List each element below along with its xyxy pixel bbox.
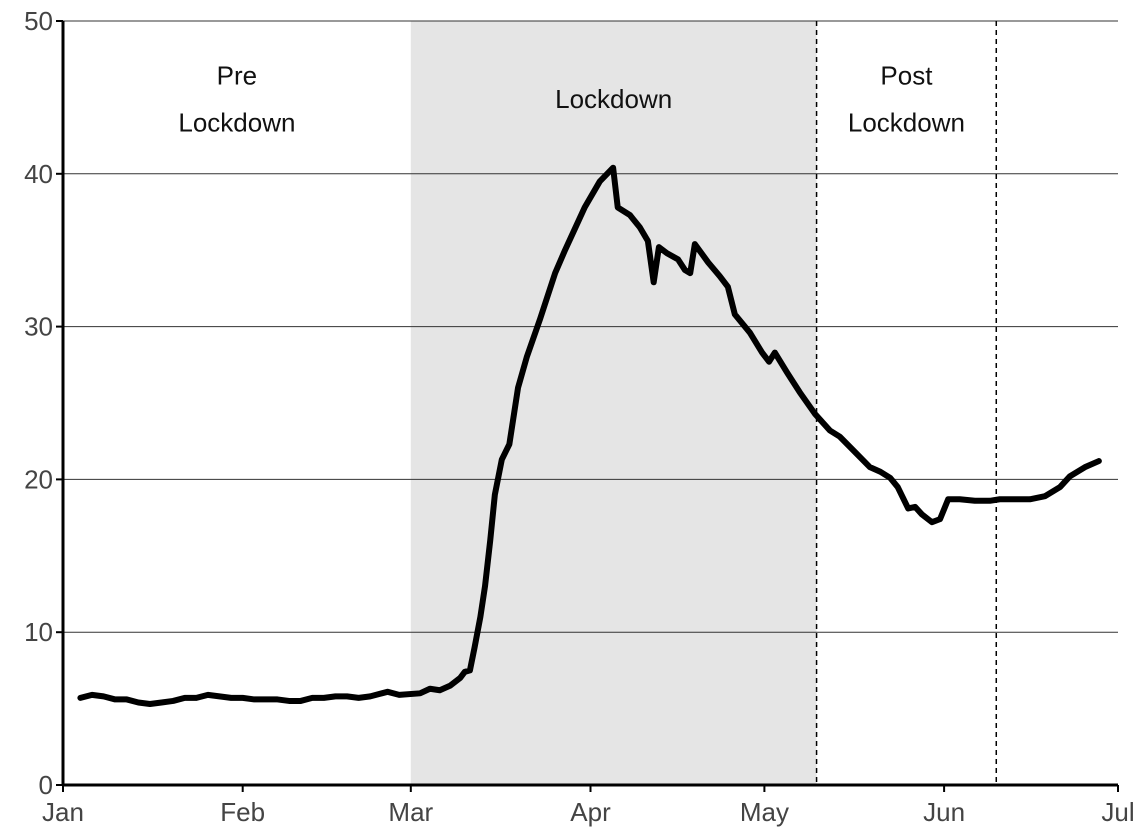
region-label: Post Lockdown [848, 61, 965, 138]
region-label-line: Post [880, 61, 933, 91]
y-tick-label: 40 [24, 159, 53, 189]
x-tick-label: Jan [42, 797, 84, 827]
x-tick-label: Apr [570, 797, 611, 827]
y-tick-label: 50 [24, 6, 53, 36]
data-line [77, 164, 1102, 708]
y-tick-label: 10 [24, 617, 53, 647]
y-tick-label: 30 [24, 312, 53, 342]
shaded-region [410, 21, 817, 785]
region-label: Pre Lockdown [178, 61, 295, 138]
region-label-line: Lockdown [848, 108, 965, 138]
x-tick-label: Feb [220, 797, 265, 827]
x-tick-label: May [740, 797, 789, 827]
region-label-line: Lockdown [555, 84, 672, 114]
y-tick-label: 20 [24, 464, 53, 494]
region-label: Lockdown [555, 84, 672, 114]
y-tick-label: 0 [39, 770, 53, 800]
x-tick-label: Jul [1101, 797, 1134, 827]
x-tick-label: Mar [388, 797, 433, 827]
region-label-line: Pre [217, 61, 257, 91]
x-tick-label: Jun [923, 797, 965, 827]
region-label-line: Lockdown [178, 108, 295, 138]
